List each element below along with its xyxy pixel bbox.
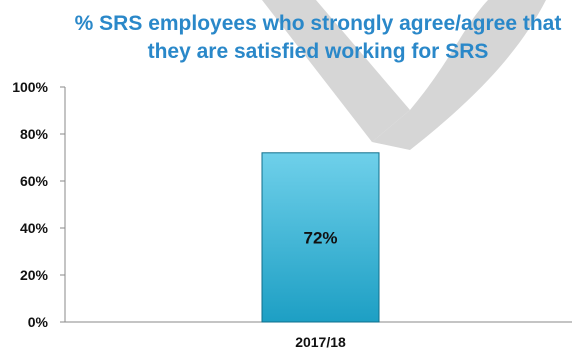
chart-title-line-1: % SRS employees who strongly agree/agree…	[75, 12, 562, 35]
bar	[261, 152, 380, 323]
y-axis-ticks: 0% 20% 40% 60% 80% 100%	[12, 79, 65, 330]
y-tick-label: 40%	[20, 220, 49, 236]
x-axis-labels: 2017/18	[295, 334, 346, 350]
y-tick-label: 80%	[20, 126, 49, 142]
bar-value-label: 72%	[303, 228, 337, 247]
y-tick-label: 0%	[28, 314, 49, 330]
y-tick-label: 100%	[12, 79, 48, 95]
y-tick-label: 20%	[20, 267, 49, 283]
bars: 72%	[261, 152, 380, 323]
x-category-label: 2017/18	[295, 334, 346, 350]
watermark-shape	[262, 0, 546, 150]
y-tick-label: 60%	[20, 173, 49, 189]
chart-title-line-2: they are satisfied working for SRS	[148, 40, 489, 63]
